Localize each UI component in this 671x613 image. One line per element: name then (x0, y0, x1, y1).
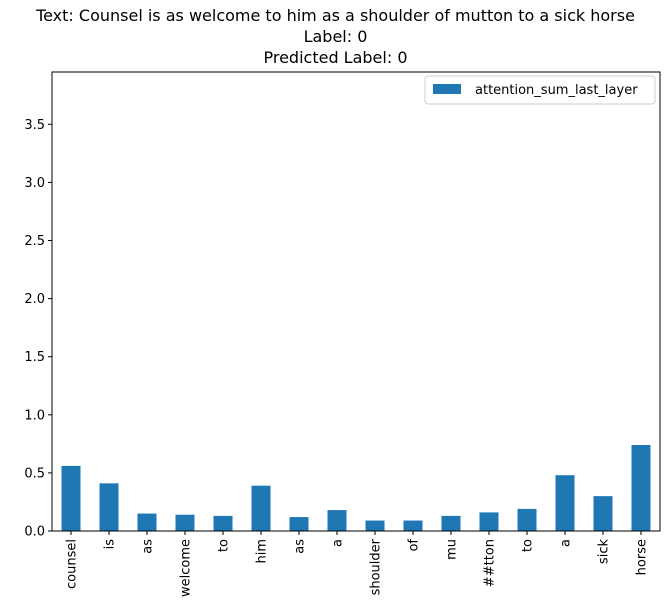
legend-swatch (433, 84, 461, 94)
bars-group (61, 445, 651, 531)
y-tick-label: 1.5 (24, 350, 45, 365)
bar-11 (479, 512, 499, 531)
y-tick-label: 1.0 (24, 408, 45, 423)
x-tick-label: shoulder (369, 538, 384, 595)
chart-title-line-1: Text: Counsel is as welcome to him as a … (36, 6, 635, 25)
x-axis: counsel is as welcome to him as a shoulder of mu ##… (65, 531, 650, 597)
y-tick-label: 2.0 (24, 292, 45, 307)
bar-10 (441, 515, 461, 531)
x-tick-label: to (217, 539, 232, 552)
legend-box (424, 75, 656, 105)
x-tick-label: as (141, 539, 156, 554)
bar-12 (517, 508, 537, 531)
bar-8 (365, 520, 385, 531)
plot-frame (51, 71, 661, 532)
y-tick-label: 0.5 (24, 466, 45, 481)
x-tick-label: sick (597, 539, 612, 565)
bar-2 (137, 513, 157, 531)
bar-9 (403, 520, 423, 531)
x-tick-label: a (559, 539, 574, 547)
y-tick-label: 3.5 (24, 118, 45, 133)
x-tick-label: ##tton (483, 539, 498, 587)
x-tick-label: welcome (179, 539, 194, 597)
bar-4 (213, 515, 233, 531)
bar-7 (327, 510, 347, 531)
chart-title-line-3: Predicted Label: 0 (263, 48, 408, 67)
x-tick-label: him (255, 539, 270, 564)
bar-5 (251, 485, 271, 531)
x-tick-label: of (407, 539, 422, 552)
bar-15 (631, 445, 651, 531)
x-tick-label: as (293, 539, 308, 554)
y-tick-label: 2.5 (24, 234, 45, 249)
legend-label: attention_sum_last_layer (475, 83, 638, 98)
x-tick-label: horse (635, 539, 650, 575)
x-tick-label: mu (445, 539, 460, 560)
x-tick-label: is (103, 539, 118, 550)
chart-title-line-2: Label: 0 (303, 27, 368, 46)
y-tick-label: 0.0 (24, 525, 45, 540)
x-tick-label: to (521, 539, 536, 552)
bar-1 (99, 483, 119, 531)
bar-0 (61, 465, 81, 531)
legend: attention_sum_last_layer (424, 75, 656, 105)
x-tick-label: counsel (65, 539, 80, 589)
x-tick-label: a (331, 539, 346, 547)
bar-14 (593, 496, 613, 531)
y-axis: 0.0 0.5 1.0 1.5 2.0 2.5 3.0 3.5 (24, 118, 52, 540)
y-tick-label: 3.0 (24, 176, 45, 191)
bar-13 (555, 475, 575, 531)
bar-3 (175, 514, 195, 531)
bar-6 (289, 517, 309, 531)
